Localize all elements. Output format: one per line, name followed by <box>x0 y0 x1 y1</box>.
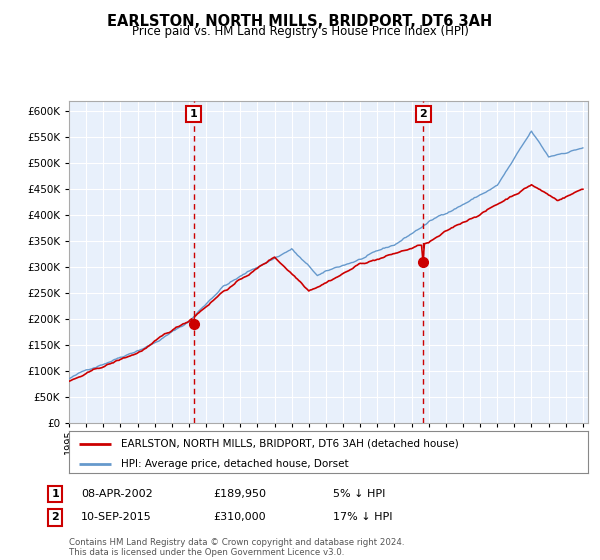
Text: 10-SEP-2015: 10-SEP-2015 <box>81 512 152 522</box>
Text: HPI: Average price, detached house, Dorset: HPI: Average price, detached house, Dors… <box>121 459 349 469</box>
Text: 1: 1 <box>52 489 59 499</box>
Text: Price paid vs. HM Land Registry's House Price Index (HPI): Price paid vs. HM Land Registry's House … <box>131 25 469 38</box>
Text: £189,950: £189,950 <box>213 489 266 499</box>
Text: 08-APR-2002: 08-APR-2002 <box>81 489 153 499</box>
Text: 17% ↓ HPI: 17% ↓ HPI <box>333 512 392 522</box>
Text: 1: 1 <box>190 109 197 119</box>
Text: EARLSTON, NORTH MILLS, BRIDPORT, DT6 3AH (detached house): EARLSTON, NORTH MILLS, BRIDPORT, DT6 3AH… <box>121 439 458 449</box>
Text: EARLSTON, NORTH MILLS, BRIDPORT, DT6 3AH: EARLSTON, NORTH MILLS, BRIDPORT, DT6 3AH <box>107 14 493 29</box>
Text: 2: 2 <box>52 512 59 522</box>
Text: 5% ↓ HPI: 5% ↓ HPI <box>333 489 385 499</box>
Text: 2: 2 <box>419 109 427 119</box>
Text: Contains HM Land Registry data © Crown copyright and database right 2024.
This d: Contains HM Land Registry data © Crown c… <box>69 538 404 557</box>
Text: £310,000: £310,000 <box>213 512 266 522</box>
